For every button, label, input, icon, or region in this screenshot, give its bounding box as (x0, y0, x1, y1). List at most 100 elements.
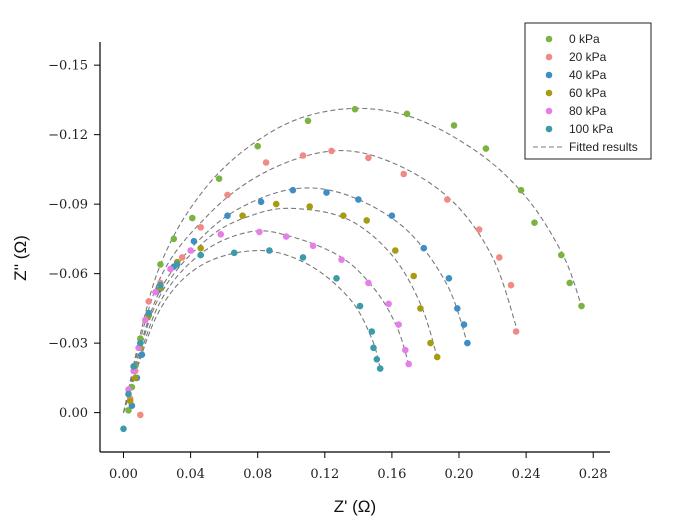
data-point (558, 251, 565, 259)
fitted-curve (122, 249, 381, 413)
data-point (239, 212, 246, 219)
legend-label: 20 kPa (569, 50, 607, 64)
legend-marker (545, 71, 553, 79)
data-point (197, 224, 204, 231)
data-point (215, 175, 223, 182)
data-point (187, 247, 194, 254)
data-point (299, 254, 307, 261)
data-point (190, 237, 198, 245)
data-point (197, 251, 204, 259)
fitted-curve (122, 150, 519, 413)
data-point (230, 249, 238, 257)
x-tick-label: 0.16 (377, 467, 406, 482)
data-point (355, 196, 362, 203)
data-point (400, 170, 408, 178)
data-point (217, 231, 225, 238)
legend-label: 100 kPa (569, 122, 613, 136)
data-point (289, 186, 297, 194)
legend-label: 0 kPa (569, 32, 600, 46)
data-point (392, 247, 399, 254)
fitted-curve (122, 187, 468, 413)
data-point (385, 300, 392, 308)
data-point (410, 272, 418, 280)
y-tick-label: −0.03 (48, 337, 88, 352)
data-point (137, 411, 144, 419)
data-point (254, 142, 261, 150)
data-point (475, 226, 483, 233)
data-point (531, 219, 538, 226)
data-point (125, 386, 132, 393)
data-point (126, 397, 134, 405)
data-point (323, 189, 330, 196)
data-point (145, 298, 152, 305)
data-point (120, 425, 127, 433)
data-point (189, 214, 196, 222)
data-point (373, 356, 381, 363)
legend-fit-label: Fitted results (569, 140, 638, 154)
y-tick-label: −0.06 (48, 267, 88, 282)
data-point (137, 335, 144, 342)
data-point (266, 247, 273, 254)
data-point (395, 321, 402, 328)
fitted-curve (122, 230, 410, 413)
x-tick-label: 0.00 (109, 467, 138, 482)
data-point (405, 360, 413, 368)
y-tick-label: −0.12 (48, 128, 88, 143)
fitted-curve (122, 107, 583, 413)
data-point (517, 186, 525, 194)
data-point (507, 281, 515, 289)
data-point (444, 196, 451, 203)
legend-marker (545, 53, 553, 61)
data-point (338, 256, 345, 264)
legend-box (524, 22, 652, 160)
x-tick-label: 0.12 (310, 467, 339, 482)
data-point (566, 279, 573, 287)
data-point (445, 275, 453, 282)
fitted-curve (122, 207, 438, 413)
data-point (170, 235, 178, 243)
data-point (262, 159, 270, 166)
legend-marker (545, 107, 553, 115)
data-point (142, 316, 149, 324)
data-point (454, 305, 461, 312)
data-point (167, 265, 174, 273)
data-point (365, 279, 372, 287)
x-axis-title: Z' (Ω) (334, 497, 376, 516)
data-point (304, 117, 312, 125)
data-point (365, 154, 372, 162)
data-point (482, 145, 490, 152)
data-point (157, 281, 164, 289)
data-point (145, 309, 152, 317)
data-point (152, 288, 159, 296)
data-point (363, 217, 371, 224)
data-point (272, 200, 280, 208)
data-point (460, 321, 468, 328)
data-point (368, 328, 376, 335)
data-point (178, 254, 186, 261)
data-point (299, 152, 307, 159)
data-point (333, 275, 340, 282)
legend-marker (545, 125, 553, 133)
y-axis-title: Z'' (Ω) (11, 235, 30, 281)
y-tick-label: −0.15 (48, 59, 88, 74)
data-point (578, 302, 585, 310)
legend-marker (545, 35, 553, 43)
data-point (256, 228, 263, 236)
data-point (257, 198, 265, 206)
data-point (130, 363, 137, 370)
legend-label: 40 kPa (569, 68, 607, 82)
data-point (464, 339, 471, 347)
data-point (356, 302, 364, 310)
data-point (173, 261, 181, 268)
data-point (376, 365, 384, 372)
data-point (157, 261, 164, 268)
data-point (512, 328, 520, 335)
data-point (402, 346, 409, 354)
data-point (130, 367, 137, 375)
data-point (125, 390, 132, 398)
data-point (137, 339, 144, 347)
axes: 0.00 0.04 0.08 0.12 0.16 0.20 0.24 0.28 0.00 −0.0… (48, 42, 610, 482)
y-tick-label: −0.09 (48, 198, 88, 213)
data-point (224, 191, 231, 199)
